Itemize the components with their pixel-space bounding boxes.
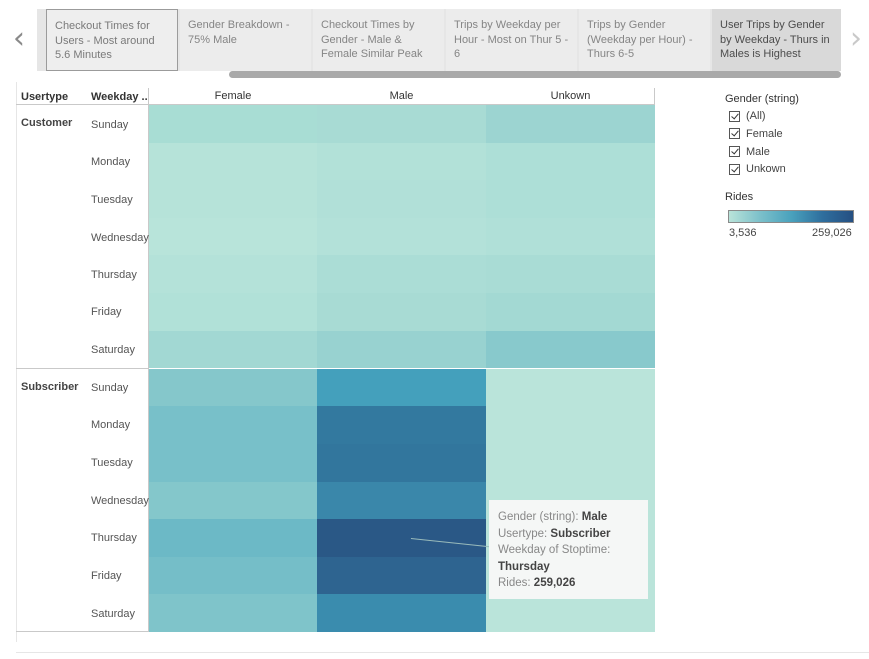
tooltip-gender: Gender (string): Male xyxy=(498,511,608,523)
heatmap-cell[interactable] xyxy=(486,406,655,444)
heatmap-cell[interactable] xyxy=(317,519,486,557)
frame-border xyxy=(16,652,869,653)
heatmap-cell[interactable] xyxy=(486,105,655,143)
weekday-label: Sunday xyxy=(91,119,129,131)
female-column-header: Female xyxy=(214,90,252,102)
horizontal-scrollbar[interactable] xyxy=(229,71,841,78)
weekday-label: Saturday xyxy=(91,344,136,356)
filter-label-all[interactable]: (All) xyxy=(746,110,766,122)
header-divider xyxy=(654,88,655,104)
heatmap-cell[interactable] xyxy=(149,557,317,594)
tooltip-weekday-label: Weekday of Stoptime: xyxy=(498,544,611,556)
heatmap-cell[interactable] xyxy=(317,105,486,143)
heatmap-cell[interactable] xyxy=(149,293,317,331)
heatmap-cell[interactable] xyxy=(149,180,317,218)
heatmap-cell[interactable] xyxy=(486,369,655,406)
weekday-label: Thursday xyxy=(91,532,137,544)
group-divider xyxy=(16,368,149,369)
story-tab-user-trips-gender-weekday[interactable]: User Trips by Gender by Weekday - Thurs … xyxy=(712,9,841,71)
heatmap-cell[interactable] xyxy=(317,406,486,444)
heatmap-cell[interactable] xyxy=(317,331,486,368)
heatmap-cell[interactable] xyxy=(149,369,317,406)
heatmap-cell[interactable] xyxy=(317,180,486,218)
weekday-label: Tuesday xyxy=(91,194,133,206)
heatmap-cell[interactable] xyxy=(149,519,317,557)
unknown-column-header: Unkown xyxy=(550,90,591,102)
male-column-header: Male xyxy=(389,90,414,102)
rides-legend-max: 259,026 xyxy=(812,227,852,239)
filter-checkbox-unknown[interactable] xyxy=(729,164,740,175)
chevron-right-icon[interactable]: › xyxy=(850,21,862,56)
rides-legend-min: 3,536 xyxy=(729,227,757,239)
heatmap-cell[interactable] xyxy=(149,331,317,368)
story-tab-trips-weekday-hour[interactable]: Trips by Weekday per Hour - Most on Thur… xyxy=(446,9,577,71)
filter-label-female[interactable]: Female xyxy=(746,128,783,140)
story-tab-gender-breakdown[interactable]: Gender Breakdown - 75% Male xyxy=(180,9,311,71)
tooltip-weekday-value: Thursday xyxy=(498,560,550,573)
weekday-header[interactable]: Weekday .. xyxy=(91,91,148,103)
heatmap-cell[interactable] xyxy=(486,143,655,180)
weekday-label: Saturday xyxy=(91,608,136,620)
heatmap-cell[interactable] xyxy=(317,594,486,632)
heatmap-cell[interactable] xyxy=(486,331,655,368)
chevron-left-icon[interactable]: ‹ xyxy=(13,21,25,56)
weekday-label: Sunday xyxy=(91,382,129,394)
story-tab-checkout-by-gender[interactable]: Checkout Times by Gender - Male & Female… xyxy=(313,9,444,71)
mark-tooltip: Gender (string): Male Usertype: Subscrib… xyxy=(489,500,648,599)
heatmap-cell[interactable] xyxy=(149,105,317,143)
filter-label-male[interactable]: Male xyxy=(746,146,770,158)
heatmap-cell[interactable] xyxy=(486,444,655,482)
tooltip-usertype: Usertype: Subscriber xyxy=(498,527,611,540)
weekday-label: Wednesday xyxy=(91,232,149,244)
tooltip-rides: Rides: 259,026 xyxy=(498,577,576,589)
rides-color-ramp xyxy=(728,210,854,223)
heatmap-cell[interactable] xyxy=(317,255,486,293)
rides-legend-title: Rides xyxy=(725,191,754,203)
heatmap-cell[interactable] xyxy=(486,255,655,293)
weekday-label: Thursday xyxy=(91,269,137,281)
story-tab-trips-gender-hour[interactable]: Trips by Gender (Weekday per Hour) - Thu… xyxy=(579,9,710,71)
heatmap-cell[interactable] xyxy=(486,293,655,331)
heatmap-cell[interactable] xyxy=(149,482,317,519)
heatmap-cell[interactable] xyxy=(317,557,486,594)
heatmap-cell[interactable] xyxy=(149,255,317,293)
heatmap-cell[interactable] xyxy=(149,406,317,444)
story-tabs: Checkout Times for Users - Most around 5… xyxy=(37,9,841,71)
usertype-label-subscriber: Subscriber xyxy=(21,381,79,393)
filter-checkbox-all[interactable] xyxy=(729,111,740,122)
header-divider xyxy=(148,88,149,632)
filter-label-unknown[interactable]: Unkown xyxy=(746,163,786,175)
filter-checkbox-male[interactable] xyxy=(729,146,740,157)
story-tab-checkout-times[interactable]: Checkout Times for Users - Most around 5… xyxy=(46,9,178,71)
heatmap-cell[interactable] xyxy=(149,594,317,632)
filter-checkbox-female[interactable] xyxy=(729,128,740,139)
weekday-label: Friday xyxy=(91,570,122,582)
weekday-label: Tuesday xyxy=(91,457,133,469)
heatmap-cell[interactable] xyxy=(317,218,486,255)
dashboard: Usertype Weekday .. Female Male Unkown C… xyxy=(0,82,869,659)
frame-border xyxy=(16,82,17,642)
heatmap-cell[interactable] xyxy=(486,218,655,255)
heatmap-cell[interactable] xyxy=(317,444,486,482)
header-divider xyxy=(16,104,655,105)
heatmap-cell[interactable] xyxy=(317,369,486,406)
weekday-label: Wednesday xyxy=(91,495,149,507)
story-navigator: ‹ Checkout Times for Users - Most around… xyxy=(0,0,869,82)
weekday-label: Monday xyxy=(91,156,131,168)
heatmap-cell[interactable] xyxy=(149,444,317,482)
usertype-header: Usertype xyxy=(21,91,69,103)
heatmap-cell[interactable] xyxy=(486,594,655,632)
heatmap-cell[interactable] xyxy=(317,143,486,180)
weekday-label: Friday xyxy=(91,306,122,318)
heatmap-cell[interactable] xyxy=(317,482,486,519)
heatmap-cell[interactable] xyxy=(149,218,317,255)
gender-filter-title: Gender (string) xyxy=(725,93,799,105)
heatmap-cell[interactable] xyxy=(149,143,317,180)
usertype-label-customer: Customer xyxy=(21,117,73,129)
heatmap-cell[interactable] xyxy=(486,180,655,218)
weekday-label: Monday xyxy=(91,419,131,431)
heatmap-cell[interactable] xyxy=(317,293,486,331)
